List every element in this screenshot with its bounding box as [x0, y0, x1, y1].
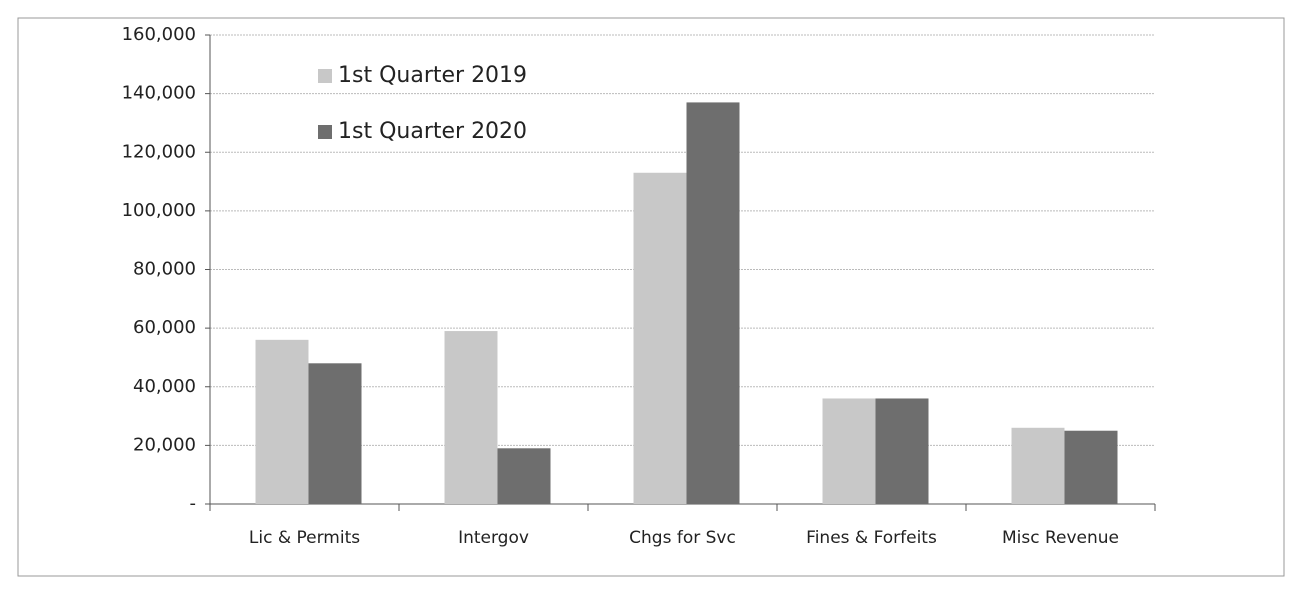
bar	[1011, 427, 1065, 504]
y-tick-label: 60,000	[133, 317, 196, 338]
y-tick-label: 20,000	[133, 434, 196, 455]
y-tick-label: 40,000	[133, 376, 196, 397]
x-tick-label: Lic & Permits	[249, 528, 360, 548]
y-tick-label: 80,000	[133, 259, 196, 280]
y-tick-label: 140,000	[122, 83, 196, 104]
bar	[822, 398, 876, 504]
bar	[255, 339, 309, 504]
x-tick-label: Fines & Forfeits	[806, 528, 937, 548]
x-tick-label: Intergov	[458, 528, 529, 548]
x-tick-label: Chgs for Svc	[629, 528, 736, 548]
y-tick-label: 160,000	[122, 24, 196, 45]
legend-swatch	[318, 69, 332, 83]
y-tick-label: -	[190, 493, 197, 514]
x-tick-label: Misc Revenue	[1002, 528, 1119, 548]
y-tick-label: 120,000	[122, 141, 196, 162]
legend-label: 1st Quarter 2019	[338, 63, 527, 88]
legend-label: 1st Quarter 2020	[338, 119, 527, 144]
y-tick-label: 100,000	[122, 200, 196, 221]
bar	[875, 398, 929, 504]
bar	[1064, 430, 1118, 504]
chart-border	[17, 17, 1285, 577]
bar	[444, 331, 498, 504]
bar	[686, 102, 740, 504]
legend-swatch	[318, 125, 332, 139]
bar	[308, 363, 362, 504]
bar	[497, 448, 551, 504]
bar	[633, 172, 687, 505]
